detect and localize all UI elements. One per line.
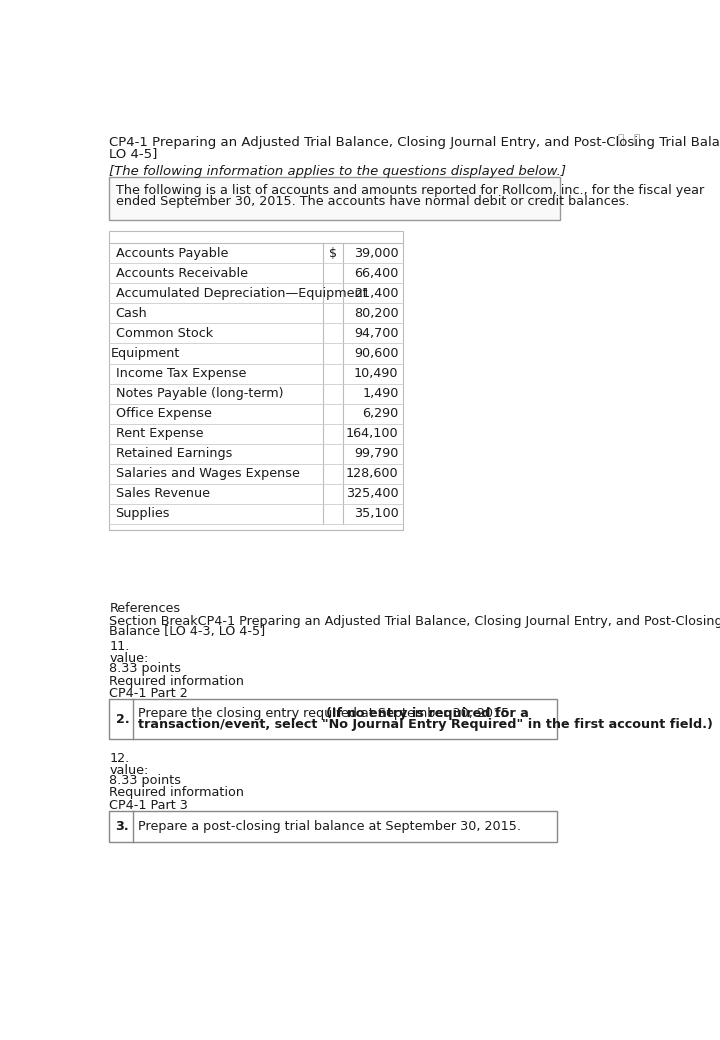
Text: value:: value: [109, 652, 149, 666]
Text: $: $ [328, 246, 336, 260]
Text: Income Tax Expense: Income Tax Expense [116, 367, 246, 380]
Text: CP4-1 Part 2: CP4-1 Part 2 [109, 686, 188, 700]
Text: Salaries and Wages Expense: Salaries and Wages Expense [116, 467, 300, 480]
Text: Supplies: Supplies [116, 508, 170, 520]
Text: Required information: Required information [109, 675, 244, 687]
Text: 99,790: 99,790 [354, 447, 398, 460]
Text: Accumulated Depreciation—Equipment: Accumulated Depreciation—Equipment [116, 287, 367, 300]
Text: 8.33 points: 8.33 points [109, 662, 181, 675]
Text: Prepare the closing entry required at September 30, 2015.: Prepare the closing entry required at Se… [138, 707, 518, 720]
Text: Retained Earnings: Retained Earnings [116, 447, 232, 460]
Text: 128,600: 128,600 [346, 467, 398, 480]
Text: (If no entry is required for a: (If no entry is required for a [326, 707, 529, 720]
Text: Accounts Receivable: Accounts Receivable [116, 267, 248, 280]
Text: 11.: 11. [109, 640, 130, 653]
Text: Cash: Cash [116, 307, 148, 320]
Text: transaction/event, select "No Journal Entry Required" in the first account field: transaction/event, select "No Journal En… [138, 718, 713, 731]
Text: The following is a list of accounts and amounts reported for Rollcom, inc., for : The following is a list of accounts and … [117, 184, 705, 198]
Text: 90,600: 90,600 [354, 347, 398, 360]
Bar [109, 177, 560, 219]
Text: 39,000: 39,000 [354, 246, 398, 260]
Text: Sales Revenue: Sales Revenue [116, 487, 210, 500]
Text: Common Stock: Common Stock [116, 327, 212, 340]
Text: ▯: ▯ [632, 132, 641, 148]
Text: Required information: Required information [109, 786, 244, 799]
Text: ▯: ▯ [617, 132, 626, 148]
Text: 66,400: 66,400 [354, 267, 398, 280]
Text: Equipment: Equipment [111, 347, 180, 360]
Text: 8.33 points: 8.33 points [109, 774, 181, 787]
Text: Office Expense: Office Expense [116, 407, 212, 420]
Text: value:: value: [109, 764, 149, 777]
Text: 2.: 2. [116, 712, 129, 726]
Text: Balance [LO 4-3, LO 4-5]: Balance [LO 4-3, LO 4-5] [109, 625, 266, 638]
Text: 325,400: 325,400 [346, 487, 398, 500]
Text: References: References [109, 602, 181, 616]
Text: 80,200: 80,200 [354, 307, 398, 320]
Bar [109, 231, 403, 529]
Text: 10,490: 10,490 [354, 367, 398, 380]
Text: [The following information applies to the questions displayed below.]: [The following information applies to th… [109, 164, 567, 178]
Text: 35,100: 35,100 [354, 508, 398, 520]
Text: 164,100: 164,100 [346, 427, 398, 440]
Text: CP4-1 Preparing an Adjusted Trial Balance, Closing Journal Entry, and Post-Closi: CP4-1 Preparing an Adjusted Trial Balanc… [109, 136, 720, 150]
Text: 12.: 12. [109, 752, 130, 764]
Bar [109, 699, 557, 739]
Text: Section BreakCP4-1 Preparing an Adjusted Trial Balance, Closing Journal Entry, a: Section BreakCP4-1 Preparing an Adjusted… [109, 615, 720, 627]
Bar [109, 811, 557, 841]
Text: 1,490: 1,490 [362, 387, 398, 400]
Text: Rent Expense: Rent Expense [116, 427, 203, 440]
Text: Notes Payable (long-term): Notes Payable (long-term) [116, 387, 283, 400]
Text: Accounts Payable: Accounts Payable [116, 246, 228, 260]
Text: Prepare a post-closing trial balance at September 30, 2015.: Prepare a post-closing trial balance at … [138, 820, 521, 833]
Text: 21,400: 21,400 [354, 287, 398, 300]
Text: 3.: 3. [116, 820, 129, 833]
Text: 94,700: 94,700 [354, 327, 398, 340]
Text: LO 4-5]: LO 4-5] [109, 147, 158, 160]
Text: ended September 30, 2015. The accounts have normal debit or credit balances.: ended September 30, 2015. The accounts h… [117, 194, 630, 208]
Text: 6,290: 6,290 [362, 407, 398, 420]
Text: CP4-1 Part 3: CP4-1 Part 3 [109, 799, 188, 811]
